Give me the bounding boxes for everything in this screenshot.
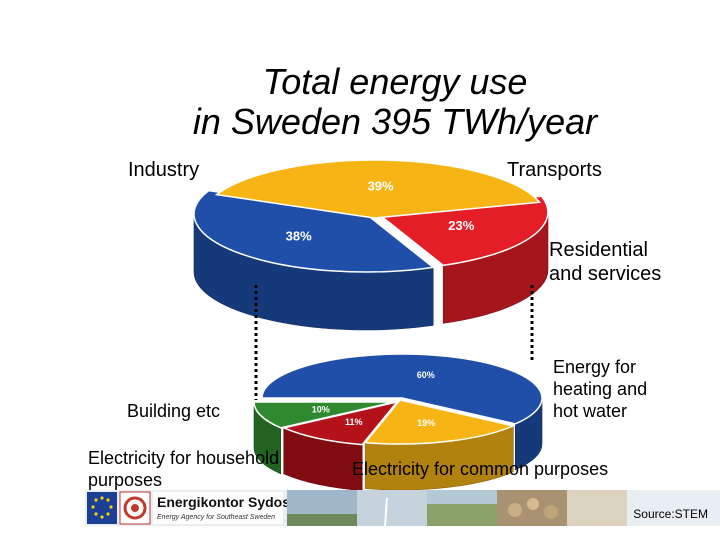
slice-building-etc [253,401,395,429]
chart-title: Total energy use in Sweden 395 TWh/year [0,62,720,142]
eu-stars-icon [91,496,113,519]
label-building: Building etc [127,401,221,421]
pct-label-transports: 23% [448,218,474,233]
label-heating: Energy for heating and hot water [553,356,647,422]
org-name: Energikontor Sydost [157,494,295,510]
pie-total-energy: 38% 23% 39% [193,159,549,331]
label-electricity-household: Electricity for household purposes [88,447,279,491]
footer-banner: Energikontor Sydost Energy Agency for So… [85,490,720,527]
footer-graphics: Energikontor Sydost Energy Agency for So… [85,490,720,527]
label-transports: Transports [507,159,602,181]
pie-residential-services: 10% 11% 19% 60% [253,353,543,491]
source-note: Source:STEM [633,507,708,521]
label-residential-line-2: and services [549,263,662,285]
label-electricity-common: Electricity for common purposes [352,459,609,479]
pct-label-energy-for-heating-and-hot-water: 60% [417,370,435,380]
label-electricity-household-line-1: Electricity for household [88,448,280,468]
label-heating-line-3: hot water [553,401,628,421]
label-heating-line-1: Energy for [553,357,637,377]
slice-residential-and-services [214,159,541,219]
org-tagline: Energy Agency for Southeast Sweden [157,514,275,521]
pct-label-building-etc: 10% [312,404,330,414]
label-industry: Industry [128,159,200,181]
pct-label-electricity-for-common-purposes: 19% [417,418,435,428]
pct-label-electricity-for-household-purposes: 11% [345,417,363,427]
photo-pellets-icon [567,490,627,526]
label-residential-line-1: Residential [549,239,648,261]
pct-label-residential-and-services: 39% [368,179,394,194]
org-logo-icon [123,496,147,520]
title-line-2: in Sweden 395 TWh/year [192,101,598,142]
label-residential: Residential and services [549,238,661,286]
title-line-1: Total energy use [262,61,528,102]
slice-electricity-for-household-purposes [281,400,399,446]
photo-wind-icon [357,490,427,526]
slice-industry [193,189,436,273]
label-electricity-household-line-2: purposes [88,470,163,490]
slice-energy-for-heating-and-hot-water [261,353,543,425]
slice-electricity-for-common-purposes [363,399,516,445]
pct-label-industry: 38% [286,229,312,244]
label-heating-line-2: heating and [553,379,648,399]
